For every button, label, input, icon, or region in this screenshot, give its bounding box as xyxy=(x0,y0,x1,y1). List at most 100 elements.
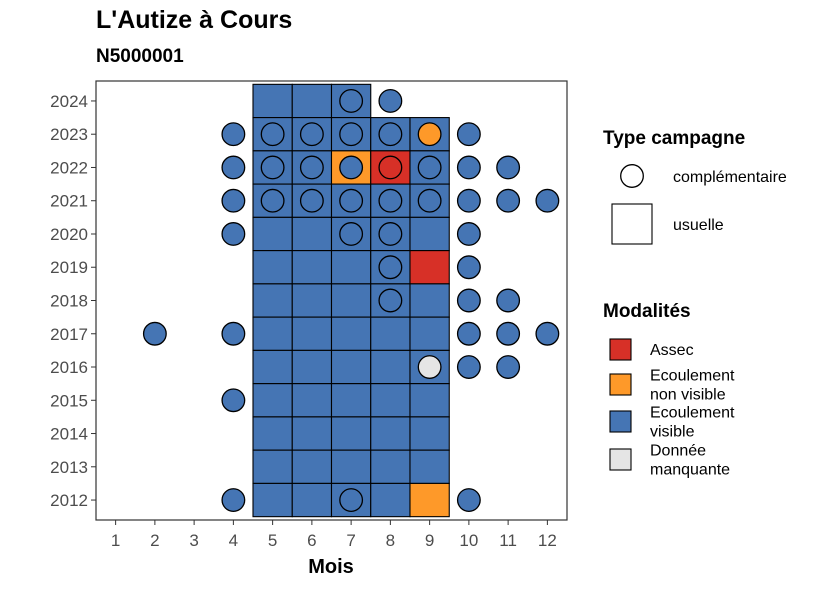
tile-2020-5 xyxy=(252,216,293,252)
tile-2016-8 xyxy=(370,349,411,385)
point-2022-6 xyxy=(299,155,324,180)
point-2021-12 xyxy=(535,188,560,213)
tile-2024-6 xyxy=(291,83,333,119)
tile-2015-7 xyxy=(330,383,372,418)
y-tick-label-2024: 2024 xyxy=(50,92,88,111)
tile-2014-8 xyxy=(370,416,411,451)
tile-2017-8 xyxy=(370,316,411,351)
point-2021-6 xyxy=(299,188,324,213)
legend-key-usuelle xyxy=(611,203,653,245)
legend-modalites: Modalités Assec Ecoulement non visibleEcou… xyxy=(603,301,735,479)
y-tick-label-2014: 2014 xyxy=(50,425,88,444)
tile-2014-6 xyxy=(291,416,333,451)
y-tick-label-2018: 2018 xyxy=(50,292,88,311)
legend-key-ecoulement_visible xyxy=(609,410,632,433)
usuelle-tiles xyxy=(252,83,450,518)
x-tick-label-7: 7 xyxy=(346,531,355,550)
chart-subtitle: N5000001 xyxy=(96,46,184,67)
point-2024-7 xyxy=(339,89,364,113)
point-2023-9 xyxy=(417,122,442,147)
legend-label-ecoulement_visible: Ecoulement visible xyxy=(650,405,735,441)
tile-2020-9 xyxy=(409,216,450,252)
x-axis-title: Mois xyxy=(308,556,354,578)
tile-2024-5 xyxy=(252,83,293,119)
x-axis: 1 2 3 4 5 6 7 8 9 10 11 12 xyxy=(111,520,557,550)
point-2022-5 xyxy=(260,155,285,180)
y-tick-label-2013: 2013 xyxy=(50,458,88,477)
point-2023-6 xyxy=(299,122,324,147)
tile-2015-5 xyxy=(252,383,293,418)
point-2021-5 xyxy=(260,188,285,213)
point-2022-4 xyxy=(221,155,246,180)
tile-2017-7 xyxy=(330,316,372,351)
point-2020-8 xyxy=(378,222,403,246)
tile-2013-7 xyxy=(330,449,372,484)
point-2022-9 xyxy=(417,155,442,180)
x-tick-label-8: 8 xyxy=(386,531,395,550)
legend-key-donnee_manquante xyxy=(609,448,632,471)
y-tick-label-2023: 2023 xyxy=(50,125,88,144)
tile-2015-9 xyxy=(409,383,450,418)
x-tick-label-11: 11 xyxy=(499,531,517,550)
complementaire-points xyxy=(142,89,560,512)
point-2017-10 xyxy=(456,321,481,346)
tile-2018-5 xyxy=(252,283,293,318)
legend-label-ecoulement_non_visible: Ecoulement non visible xyxy=(650,368,735,404)
legend-key-ecoulement_non_visible xyxy=(609,373,632,396)
point-2019-8 xyxy=(378,255,403,280)
chart-title: L'Autize à Cours xyxy=(96,6,293,34)
point-2018-10 xyxy=(456,288,481,313)
tile-2017-5 xyxy=(252,316,293,351)
tile-2019-6 xyxy=(291,250,333,285)
point-2022-7 xyxy=(339,155,364,180)
x-tick-label-4: 4 xyxy=(229,531,238,550)
point-2021-7 xyxy=(339,188,364,213)
point-2024-8 xyxy=(378,89,403,113)
tile-2013-5 xyxy=(252,449,293,484)
tile-2015-6 xyxy=(291,383,333,418)
tile-2016-5 xyxy=(252,349,293,385)
legend-type-campagne: Type campagne complémentaire usuelle xyxy=(603,128,787,245)
x-tick-label-5: 5 xyxy=(268,531,277,550)
point-2020-4 xyxy=(221,222,246,246)
y-tick-label-2017: 2017 xyxy=(50,325,88,344)
tile-2016-6 xyxy=(291,349,333,385)
point-2018-8 xyxy=(378,288,403,313)
point-2020-7 xyxy=(339,222,364,246)
y-tick-label-2020: 2020 xyxy=(50,225,88,244)
x-tick-label-1: 1 xyxy=(111,531,120,550)
x-tick-label-9: 9 xyxy=(425,531,434,550)
y-tick-label-2016: 2016 xyxy=(50,358,88,377)
x-tick-label-12: 12 xyxy=(538,531,557,550)
point-2023-8 xyxy=(378,122,403,147)
point-2023-10 xyxy=(456,122,481,147)
tile-2013-8 xyxy=(370,449,411,484)
point-2022-11 xyxy=(496,155,521,180)
point-2016-10 xyxy=(456,355,481,379)
point-2022-8 xyxy=(378,155,403,180)
tile-2013-9 xyxy=(409,449,450,484)
point-2018-11 xyxy=(496,288,521,313)
tile-2018-6 xyxy=(291,283,333,318)
point-2020-10 xyxy=(456,222,481,246)
x-tick-label-6: 6 xyxy=(307,531,316,550)
tile-2019-7 xyxy=(330,250,372,285)
tile-2016-7 xyxy=(330,349,372,385)
point-2012-10 xyxy=(456,488,481,512)
point-2016-11 xyxy=(496,355,521,379)
point-2012-7 xyxy=(339,488,364,512)
point-2017-4 xyxy=(221,321,246,346)
point-2021-10 xyxy=(456,188,481,213)
point-2017-2 xyxy=(142,321,167,346)
tile-2019-9 xyxy=(409,250,450,285)
tile-2020-6 xyxy=(291,216,333,252)
tile-2014-9 xyxy=(409,416,450,451)
tile-2018-7 xyxy=(330,283,372,318)
y-tick-label-2022: 2022 xyxy=(50,158,88,177)
point-2021-8 xyxy=(378,188,403,213)
tile-2013-6 xyxy=(291,449,333,484)
tile-2015-8 xyxy=(370,383,411,418)
point-2021-9 xyxy=(417,188,442,213)
legend-type-campagne-title: Type campagne xyxy=(603,128,745,149)
